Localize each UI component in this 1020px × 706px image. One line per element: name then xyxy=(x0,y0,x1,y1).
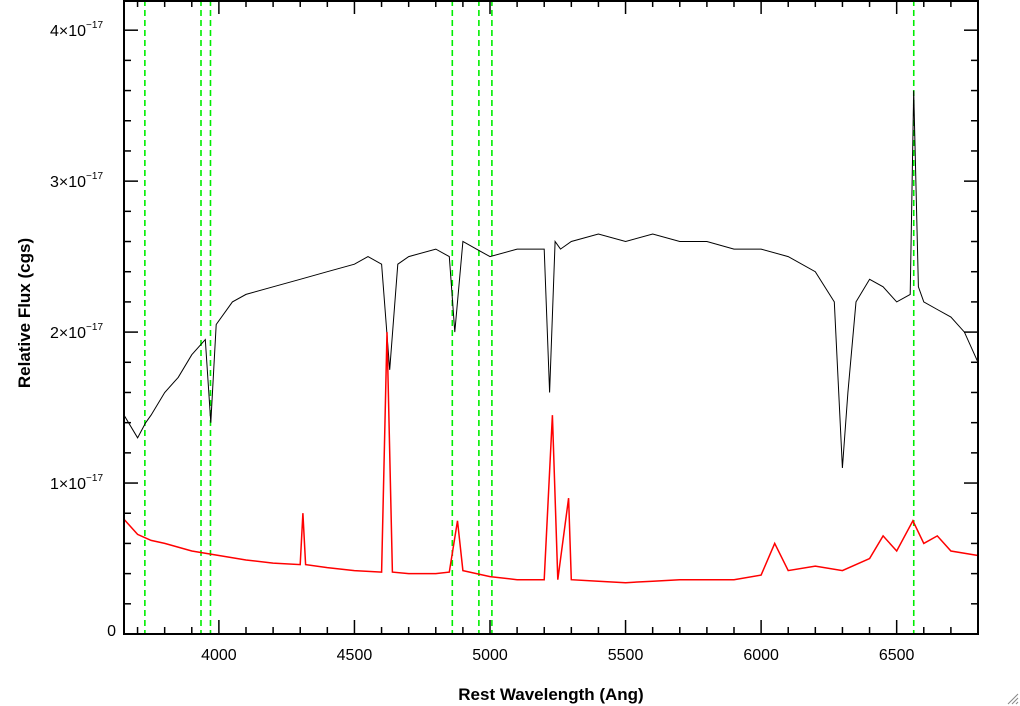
y-tick-label: 0 xyxy=(107,623,116,640)
x-tick-label: 5500 xyxy=(608,647,644,664)
plot-frame xyxy=(123,0,979,635)
y-axis-title: Relative Flux (cgs) xyxy=(15,238,34,388)
y-tick-label: 4×10−17 xyxy=(50,20,103,40)
series-line-2 xyxy=(123,332,979,584)
x-tick-label: 6000 xyxy=(743,647,779,664)
emission-line-markers xyxy=(144,0,915,634)
spectrum-series xyxy=(123,90,979,584)
x-axis-title: Rest Wavelength (Ang) xyxy=(458,685,643,704)
x-tick-label: 5000 xyxy=(472,647,508,664)
x-tick-label: 4500 xyxy=(337,647,373,664)
resize-grip-icon xyxy=(1007,693,1019,705)
x-tick-label: 4000 xyxy=(201,647,237,664)
x-tick-labels: 4000 4500 5000 5500 6000 6500 xyxy=(201,647,914,664)
y-tick-label: 3×10−17 xyxy=(50,171,103,191)
series-line-1 xyxy=(123,90,979,469)
axis-ticks xyxy=(124,0,979,635)
y-tick-label: 1×10−17 xyxy=(50,473,103,493)
x-tick-label: 6500 xyxy=(879,647,915,664)
y-tick-labels: 0 1×10−17 2×10−17 3×10−17 4×10−17 xyxy=(50,20,116,640)
y-tick-label: 2×10−17 xyxy=(50,322,103,342)
